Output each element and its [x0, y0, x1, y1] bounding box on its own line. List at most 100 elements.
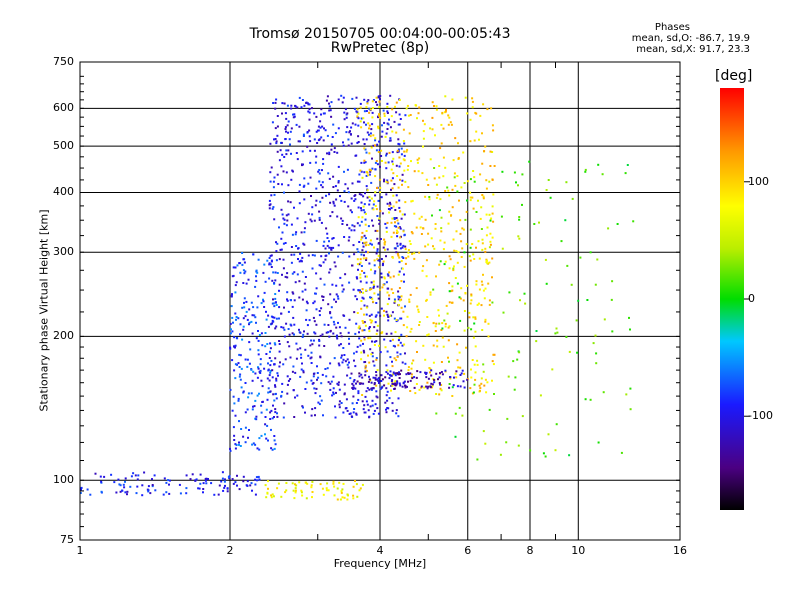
data-point [438, 393, 441, 396]
data-point [269, 263, 272, 266]
data-point [481, 132, 483, 135]
data-point [368, 195, 371, 198]
data-point [302, 371, 305, 374]
data-point [268, 374, 271, 377]
data-point [231, 316, 234, 319]
data-point [309, 140, 312, 143]
data-point [394, 300, 397, 303]
data-point [313, 254, 316, 257]
data-point [487, 282, 490, 285]
data-point [397, 142, 400, 145]
data-point [421, 269, 424, 272]
data-point [345, 116, 348, 119]
data-point [399, 373, 401, 376]
data-point [229, 332, 232, 335]
data-point [371, 340, 373, 343]
data-point [375, 252, 378, 255]
data-point [283, 102, 286, 105]
data-point [377, 293, 380, 296]
data-point [434, 330, 437, 332]
data-point [356, 115, 359, 118]
data-point [317, 129, 320, 132]
data-point [457, 251, 460, 254]
data-point [380, 386, 383, 389]
data-point [389, 339, 392, 342]
data-point [516, 358, 519, 361]
data-point [363, 304, 366, 307]
data-point [396, 351, 399, 354]
data-point [490, 107, 493, 110]
data-point [359, 344, 362, 347]
data-point [242, 390, 245, 393]
data-point [340, 217, 343, 220]
data-point [374, 191, 377, 194]
data-point [221, 477, 224, 480]
data-point [328, 252, 330, 255]
data-point [129, 485, 132, 488]
data-point [303, 227, 306, 230]
data-point [330, 101, 333, 104]
data-point [291, 370, 294, 373]
data-point [447, 114, 450, 117]
data-point [365, 230, 368, 232]
data-point [409, 330, 412, 333]
data-point [577, 299, 580, 302]
data-point [459, 385, 462, 388]
data-point [238, 353, 241, 356]
data-point [400, 260, 403, 262]
data-point [376, 248, 379, 251]
data-point [319, 277, 322, 280]
data-point [376, 163, 379, 166]
data-point [338, 326, 341, 329]
data-point [435, 196, 438, 199]
data-point [292, 113, 294, 116]
data-point [428, 198, 431, 201]
data-point [565, 181, 568, 184]
data-point [385, 332, 388, 335]
data-point [432, 322, 435, 325]
data-point [250, 301, 253, 304]
data-point [597, 163, 600, 166]
data-point [466, 180, 469, 183]
data-point [202, 482, 205, 485]
data-point [189, 478, 192, 481]
data-point [365, 151, 368, 154]
data-point [453, 172, 456, 175]
data-point [285, 322, 288, 325]
data-point [291, 291, 294, 294]
data-point [482, 370, 485, 373]
data-point [224, 484, 226, 487]
data-point [380, 272, 383, 275]
data-point [362, 382, 365, 385]
data-point [381, 124, 383, 127]
data-point [426, 334, 429, 337]
data-point [427, 377, 430, 380]
data-point [273, 447, 276, 450]
data-point [369, 132, 372, 135]
data-point [382, 262, 384, 265]
data-point [265, 353, 268, 355]
data-point [329, 388, 332, 391]
data-point [249, 484, 252, 487]
data-point [363, 211, 366, 214]
data-point [444, 190, 447, 192]
data-point [185, 492, 188, 495]
data-point [422, 227, 425, 230]
data-point [380, 380, 383, 382]
data-point [439, 372, 441, 375]
data-point [424, 358, 427, 361]
data-point [542, 452, 545, 455]
data-point [377, 96, 380, 99]
data-point [429, 293, 432, 296]
data-point [508, 291, 511, 294]
data-point [392, 163, 394, 166]
data-point [363, 254, 365, 257]
data-point [473, 322, 476, 325]
data-point [434, 223, 437, 225]
data-point [336, 295, 339, 298]
data-point [575, 319, 578, 322]
data-point [363, 336, 366, 339]
data-point [294, 233, 297, 236]
data-point [469, 302, 472, 305]
data-point [387, 316, 390, 318]
